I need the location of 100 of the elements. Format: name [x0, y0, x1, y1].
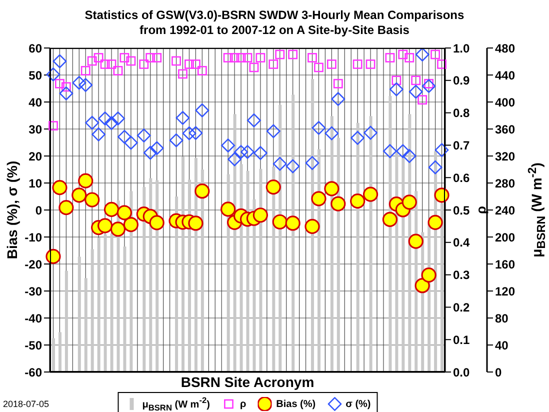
y-tick-label: -50: [24, 338, 42, 352]
point: [398, 50, 408, 60]
point: [383, 144, 397, 158]
point: [414, 278, 430, 294]
point: [85, 116, 100, 130]
legend-label: μ$_{BSRN}$ (W m$^{-2}$): [142, 394, 210, 412]
bar: [78, 256, 81, 372]
point: [94, 53, 104, 62]
y-tick-label: -30: [24, 284, 42, 298]
bar: [175, 196, 178, 372]
point: [87, 56, 97, 66]
y-tick-label: 50: [28, 68, 42, 82]
point: [408, 84, 423, 99]
bar: [252, 199, 256, 372]
legend-label: Bias (%): [276, 398, 316, 412]
y3-tick-label: 80: [495, 311, 509, 326]
chart-title: Statistics of GSW(V3.0)-BSRN SWDW 3-Hourly Mean Comparisons: [84, 8, 466, 23]
bar: [259, 168, 262, 372]
point: [52, 180, 68, 196]
bar: [369, 116, 372, 372]
point: [305, 156, 320, 170]
y2-tick-label: 0.6: [453, 170, 470, 185]
y2-axis-title: ρ: [474, 206, 488, 214]
y2-tick-label: 0.4: [453, 236, 470, 250]
point: [197, 66, 207, 76]
point: [272, 214, 288, 230]
point: [275, 50, 285, 60]
y3-tick-label: 0: [495, 365, 502, 380]
point: [52, 54, 67, 68]
point: [422, 79, 436, 94]
y3-tick-label: 360: [495, 122, 516, 136]
point: [324, 126, 339, 140]
point: [111, 112, 125, 126]
point: [48, 121, 58, 130]
bar: [188, 180, 191, 372]
point: [106, 60, 116, 69]
bar: [440, 203, 444, 372]
point: [152, 53, 162, 62]
bar: [104, 234, 107, 372]
point: [408, 234, 424, 249]
y3-tick-label: 280: [495, 176, 516, 190]
point: [184, 60, 194, 69]
point: [123, 217, 138, 232]
point: [324, 181, 340, 196]
point: [308, 53, 317, 62]
y2-tick-label: 0.8: [453, 106, 470, 120]
point: [46, 248, 61, 264]
point: [78, 78, 93, 92]
point: [195, 103, 210, 118]
point: [100, 60, 110, 69]
y3-tick-label: 200: [495, 230, 516, 244]
point: [312, 120, 326, 135]
bar: [182, 156, 185, 372]
point: [268, 60, 278, 69]
bar: [311, 79, 314, 372]
point: [266, 124, 280, 138]
point: [434, 143, 449, 158]
bar: [240, 164, 243, 372]
point: [249, 62, 259, 72]
point: [350, 130, 365, 145]
bar: [336, 138, 340, 372]
point: [437, 60, 446, 69]
point: [104, 116, 118, 130]
point: [415, 48, 430, 62]
point: [194, 184, 210, 199]
point: [120, 53, 130, 62]
point: [190, 60, 200, 69]
point: [242, 53, 252, 62]
point: [421, 268, 436, 283]
point: [126, 56, 136, 66]
y2-tick-label: 0.9: [453, 74, 470, 88]
y-tick-label: 40: [28, 95, 42, 110]
x-axis-title: BSRN Site Acronym: [180, 374, 314, 390]
legend-label: σ (%): [346, 398, 371, 412]
y2-tick-label: 0.1: [453, 332, 470, 347]
y2-tick-label: 0.5: [453, 203, 470, 218]
y-tick-label: 30: [28, 122, 42, 136]
point: [428, 214, 443, 230]
point: [252, 208, 268, 223]
bar: [292, 94, 295, 372]
y2-tick-label: 1.0: [453, 41, 470, 56]
point: [396, 144, 410, 158]
point: [333, 78, 343, 88]
legend-label: ρ: [240, 398, 246, 412]
point: [182, 126, 196, 140]
point: [55, 78, 64, 88]
y-tick-label: 10: [28, 176, 42, 190]
point: [330, 196, 346, 212]
y2-tick-label: 0.0: [453, 365, 470, 380]
point: [240, 145, 254, 159]
point: [118, 130, 132, 144]
y-tick-label: 20: [28, 149, 42, 164]
y-axis-title: Bias (%), σ (%): [4, 160, 20, 260]
point: [288, 50, 298, 60]
text: 2018-07-05: [3, 399, 50, 409]
point: [149, 215, 164, 230]
point: [286, 159, 300, 174]
point: [61, 82, 71, 92]
point: [352, 60, 362, 69]
point: [304, 218, 320, 234]
